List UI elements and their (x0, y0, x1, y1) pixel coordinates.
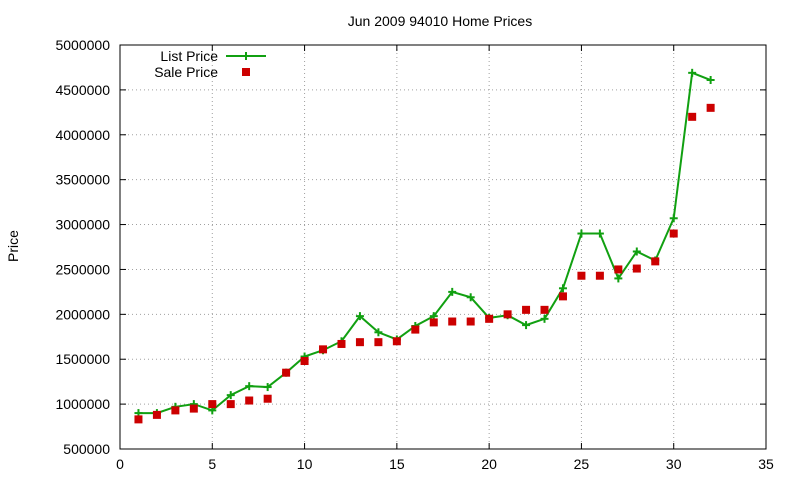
data-point (540, 305, 549, 314)
data-point (577, 229, 586, 238)
data-point (355, 312, 364, 321)
data-point (688, 68, 697, 77)
data-point (448, 317, 457, 326)
data-point (706, 103, 715, 112)
data-point (226, 400, 235, 409)
data-point (632, 264, 641, 273)
axes: 0 5 10 15 20 25 30 35 500000 1000000 1500000 200000… (55, 37, 774, 472)
y-tick-label: 500000 (63, 441, 110, 457)
data-point (503, 310, 512, 319)
data-point (189, 404, 198, 413)
y-tick-label: 5000000 (55, 37, 110, 53)
series-line (138, 71, 711, 415)
data-point (466, 317, 475, 326)
data-point (319, 345, 328, 354)
data-point (171, 406, 180, 415)
data-point (688, 112, 697, 121)
data-point (466, 293, 475, 302)
data-point (374, 328, 383, 337)
legend-marker (242, 52, 250, 60)
x-tick-label: 25 (574, 456, 590, 472)
legend-item: List Price (160, 48, 266, 64)
data-point (669, 229, 678, 238)
data-point (392, 337, 401, 346)
data-point (595, 229, 604, 238)
data-point (226, 391, 235, 400)
data-point (558, 292, 567, 301)
legend-item: Sale Price (154, 64, 250, 80)
data-point (355, 338, 364, 347)
y-tick-label: 1000000 (55, 396, 110, 412)
x-tick-label: 0 (116, 456, 124, 472)
y-tick-label: 4500000 (55, 82, 110, 98)
y-tick-label: 3000000 (55, 217, 110, 233)
data-point (522, 305, 531, 314)
data-point (522, 321, 531, 330)
data-point (632, 247, 641, 256)
legend-label: Sale Price (154, 64, 218, 80)
data-point (282, 368, 291, 377)
x-tick-label: 10 (297, 456, 313, 472)
data-point (540, 314, 549, 323)
x-tick-label: 20 (481, 456, 497, 472)
data-point (558, 284, 567, 293)
data-point (429, 318, 438, 327)
x-tick-label: 35 (758, 456, 774, 472)
data-point (485, 314, 494, 323)
y-tick-label: 2000000 (55, 306, 110, 322)
x-tick-label: 30 (666, 456, 682, 472)
data-point (374, 338, 383, 347)
legend-marker (242, 68, 250, 76)
y-tick-label: 4000000 (55, 127, 110, 143)
plot-frame (119, 44, 767, 450)
data-point (669, 214, 678, 223)
legend-label: List Price (160, 48, 218, 64)
data-point (577, 271, 586, 280)
data-point (595, 271, 604, 280)
data-point (134, 415, 143, 424)
chart-title: Jun 2009 94010 Home Prices (348, 13, 532, 29)
data-point (448, 287, 457, 296)
data-point (614, 274, 623, 283)
data-point (706, 76, 715, 85)
data-point (245, 396, 254, 405)
data-point (614, 265, 623, 274)
data-point (411, 325, 420, 334)
data-point (152, 410, 161, 419)
series-sale-price (134, 103, 715, 424)
y-tick-label: 1500000 (55, 351, 110, 367)
data-point (300, 357, 309, 366)
data-point (208, 400, 217, 409)
grid (120, 45, 766, 449)
data-point (651, 257, 660, 266)
y-tick-label: 3500000 (55, 172, 110, 188)
x-tick-label: 5 (208, 456, 216, 472)
y-tick-label: 2500000 (55, 261, 110, 277)
series-layer (134, 68, 715, 424)
data-point (337, 339, 346, 348)
y-axis-label: Price (5, 230, 21, 262)
data-point (263, 383, 272, 392)
data-point (263, 394, 272, 403)
data-point (245, 382, 254, 391)
x-tick-label: 15 (389, 456, 405, 472)
series-list-price (134, 68, 715, 418)
